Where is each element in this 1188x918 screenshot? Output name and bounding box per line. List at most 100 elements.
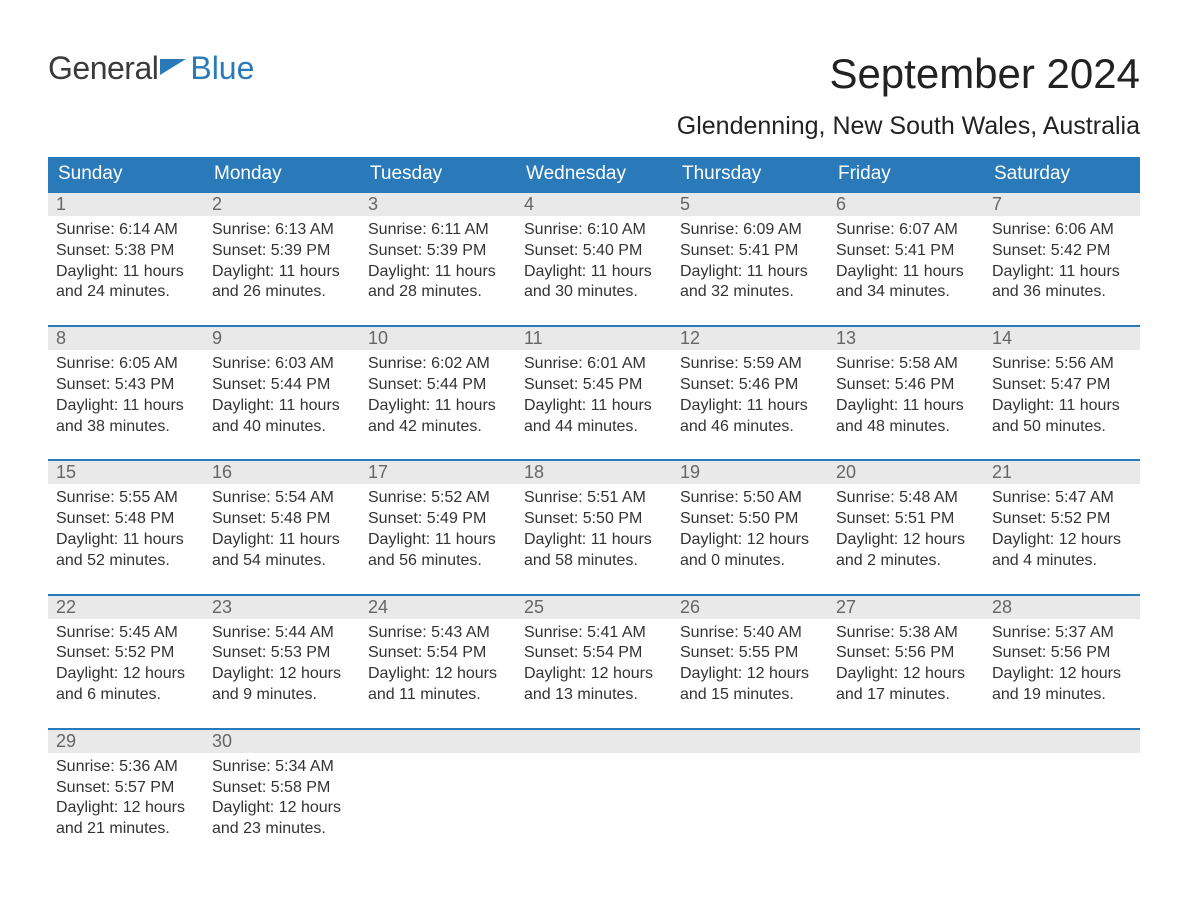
day-number: 4 <box>516 193 672 216</box>
day-number <box>360 730 516 753</box>
day-cell: 17Sunrise: 5:52 AMSunset: 5:49 PMDayligh… <box>360 461 516 579</box>
day-body: Sunrise: 6:03 AMSunset: 5:44 PMDaylight:… <box>204 350 360 445</box>
week-row: 1Sunrise: 6:14 AMSunset: 5:38 PMDaylight… <box>48 191 1140 311</box>
day-cell: 2Sunrise: 6:13 AMSunset: 5:39 PMDaylight… <box>204 193 360 311</box>
day-body <box>984 753 1140 765</box>
day-number: 9 <box>204 327 360 350</box>
day-body: Sunrise: 5:59 AMSunset: 5:46 PMDaylight:… <box>672 350 828 445</box>
day-number: 15 <box>48 461 204 484</box>
day-body: Sunrise: 5:58 AMSunset: 5:46 PMDaylight:… <box>828 350 984 445</box>
day-body <box>516 753 672 765</box>
logo-text-general: General <box>48 50 158 87</box>
day-cell: 8Sunrise: 6:05 AMSunset: 5:43 PMDaylight… <box>48 327 204 445</box>
day-header: Friday <box>828 157 984 191</box>
day-cell: 5Sunrise: 6:09 AMSunset: 5:41 PMDaylight… <box>672 193 828 311</box>
day-body: Sunrise: 6:10 AMSunset: 5:40 PMDaylight:… <box>516 216 672 311</box>
day-body: Sunrise: 5:52 AMSunset: 5:49 PMDaylight:… <box>360 484 516 579</box>
day-cell: 25Sunrise: 5:41 AMSunset: 5:54 PMDayligh… <box>516 596 672 714</box>
day-cell: 20Sunrise: 5:48 AMSunset: 5:51 PMDayligh… <box>828 461 984 579</box>
day-number: 16 <box>204 461 360 484</box>
day-number: 30 <box>204 730 360 753</box>
day-header: Monday <box>204 157 360 191</box>
day-body: Sunrise: 5:43 AMSunset: 5:54 PMDaylight:… <box>360 619 516 714</box>
day-header: Thursday <box>672 157 828 191</box>
day-body: Sunrise: 5:50 AMSunset: 5:50 PMDaylight:… <box>672 484 828 579</box>
day-number: 10 <box>360 327 516 350</box>
day-body: Sunrise: 6:02 AMSunset: 5:44 PMDaylight:… <box>360 350 516 445</box>
day-number <box>516 730 672 753</box>
day-number: 21 <box>984 461 1140 484</box>
week-row: 22Sunrise: 5:45 AMSunset: 5:52 PMDayligh… <box>48 594 1140 714</box>
logo-flag-icon <box>160 59 186 79</box>
day-number: 26 <box>672 596 828 619</box>
day-cell: 16Sunrise: 5:54 AMSunset: 5:48 PMDayligh… <box>204 461 360 579</box>
day-body: Sunrise: 5:47 AMSunset: 5:52 PMDaylight:… <box>984 484 1140 579</box>
location: Glendenning, New South Wales, Australia <box>677 112 1140 141</box>
day-cell: 23Sunrise: 5:44 AMSunset: 5:53 PMDayligh… <box>204 596 360 714</box>
day-cell <box>984 730 1140 848</box>
day-body: Sunrise: 5:34 AMSunset: 5:58 PMDaylight:… <box>204 753 360 848</box>
day-number: 13 <box>828 327 984 350</box>
day-body: Sunrise: 5:56 AMSunset: 5:47 PMDaylight:… <box>984 350 1140 445</box>
day-cell: 29Sunrise: 5:36 AMSunset: 5:57 PMDayligh… <box>48 730 204 848</box>
day-number <box>984 730 1140 753</box>
day-cell: 22Sunrise: 5:45 AMSunset: 5:52 PMDayligh… <box>48 596 204 714</box>
day-body: Sunrise: 5:44 AMSunset: 5:53 PMDaylight:… <box>204 619 360 714</box>
day-body: Sunrise: 6:06 AMSunset: 5:42 PMDaylight:… <box>984 216 1140 311</box>
day-number: 7 <box>984 193 1140 216</box>
day-number: 23 <box>204 596 360 619</box>
day-body: Sunrise: 6:09 AMSunset: 5:41 PMDaylight:… <box>672 216 828 311</box>
day-number: 2 <box>204 193 360 216</box>
day-body <box>360 753 516 765</box>
day-number <box>672 730 828 753</box>
day-cell <box>360 730 516 848</box>
day-cell: 9Sunrise: 6:03 AMSunset: 5:44 PMDaylight… <box>204 327 360 445</box>
day-number: 20 <box>828 461 984 484</box>
day-number: 11 <box>516 327 672 350</box>
day-number: 1 <box>48 193 204 216</box>
day-body: Sunrise: 5:38 AMSunset: 5:56 PMDaylight:… <box>828 619 984 714</box>
day-cell: 19Sunrise: 5:50 AMSunset: 5:50 PMDayligh… <box>672 461 828 579</box>
day-cell: 21Sunrise: 5:47 AMSunset: 5:52 PMDayligh… <box>984 461 1140 579</box>
day-number: 28 <box>984 596 1140 619</box>
day-body: Sunrise: 5:51 AMSunset: 5:50 PMDaylight:… <box>516 484 672 579</box>
day-number: 6 <box>828 193 984 216</box>
day-body: Sunrise: 5:54 AMSunset: 5:48 PMDaylight:… <box>204 484 360 579</box>
day-cell <box>828 730 984 848</box>
day-cell: 11Sunrise: 6:01 AMSunset: 5:45 PMDayligh… <box>516 327 672 445</box>
day-number: 5 <box>672 193 828 216</box>
day-cell: 14Sunrise: 5:56 AMSunset: 5:47 PMDayligh… <box>984 327 1140 445</box>
day-body: Sunrise: 6:07 AMSunset: 5:41 PMDaylight:… <box>828 216 984 311</box>
day-body: Sunrise: 6:14 AMSunset: 5:38 PMDaylight:… <box>48 216 204 311</box>
day-number <box>828 730 984 753</box>
day-cell: 1Sunrise: 6:14 AMSunset: 5:38 PMDaylight… <box>48 193 204 311</box>
day-number: 29 <box>48 730 204 753</box>
day-number: 24 <box>360 596 516 619</box>
day-header: Tuesday <box>360 157 516 191</box>
day-cell <box>516 730 672 848</box>
day-body: Sunrise: 6:01 AMSunset: 5:45 PMDaylight:… <box>516 350 672 445</box>
day-number: 18 <box>516 461 672 484</box>
day-cell: 13Sunrise: 5:58 AMSunset: 5:46 PMDayligh… <box>828 327 984 445</box>
day-cell: 4Sunrise: 6:10 AMSunset: 5:40 PMDaylight… <box>516 193 672 311</box>
day-cell: 7Sunrise: 6:06 AMSunset: 5:42 PMDaylight… <box>984 193 1140 311</box>
title-block: September 2024 Glendenning, New South Wa… <box>677 50 1140 141</box>
day-body: Sunrise: 5:45 AMSunset: 5:52 PMDaylight:… <box>48 619 204 714</box>
day-cell: 30Sunrise: 5:34 AMSunset: 5:58 PMDayligh… <box>204 730 360 848</box>
day-body: Sunrise: 6:05 AMSunset: 5:43 PMDaylight:… <box>48 350 204 445</box>
day-body: Sunrise: 6:11 AMSunset: 5:39 PMDaylight:… <box>360 216 516 311</box>
day-body: Sunrise: 5:48 AMSunset: 5:51 PMDaylight:… <box>828 484 984 579</box>
day-number: 25 <box>516 596 672 619</box>
day-body: Sunrise: 5:36 AMSunset: 5:57 PMDaylight:… <box>48 753 204 848</box>
logo-text-blue: Blue <box>190 50 254 87</box>
day-body: Sunrise: 5:55 AMSunset: 5:48 PMDaylight:… <box>48 484 204 579</box>
day-number: 14 <box>984 327 1140 350</box>
day-cell: 10Sunrise: 6:02 AMSunset: 5:44 PMDayligh… <box>360 327 516 445</box>
day-body: Sunrise: 5:37 AMSunset: 5:56 PMDaylight:… <box>984 619 1140 714</box>
day-header: Sunday <box>48 157 204 191</box>
day-number: 3 <box>360 193 516 216</box>
day-number: 17 <box>360 461 516 484</box>
day-number: 22 <box>48 596 204 619</box>
week-row: 15Sunrise: 5:55 AMSunset: 5:48 PMDayligh… <box>48 459 1140 579</box>
day-cell: 3Sunrise: 6:11 AMSunset: 5:39 PMDaylight… <box>360 193 516 311</box>
